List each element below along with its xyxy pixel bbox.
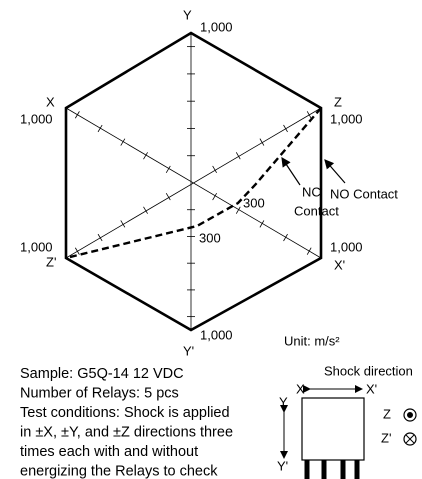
shock-x-prime: X': [366, 381, 377, 396]
axis-name: Z': [46, 254, 56, 269]
nc-label: Contact: [294, 203, 339, 218]
shock-y: Y: [279, 394, 288, 409]
shock-y-prime: Y': [277, 458, 288, 473]
axis-tick: [306, 247, 312, 255]
scale-label: 300: [199, 230, 221, 245]
note-line: energizing the Relays to check: [20, 463, 218, 479]
axis-tick: [165, 193, 171, 201]
axis-tick: [97, 233, 103, 242]
shock-direction-figure: [280, 385, 417, 479]
shock-z: Z: [383, 406, 391, 421]
axis-value: 1,000: [20, 111, 53, 126]
note-line: in ±X, ±Y, and ±Z directions three: [20, 424, 233, 440]
axis-tick: [306, 111, 312, 119]
axis-tick: [259, 220, 265, 228]
shock-title: Shock direction: [324, 363, 413, 378]
axis-value: 1,000: [200, 19, 233, 34]
axis-tick: [283, 233, 288, 242]
unit-label: Unit: m/s²: [284, 333, 340, 348]
axis-name: Z: [334, 94, 342, 109]
axis-tick: [212, 192, 217, 201]
axis-tick: [235, 206, 241, 214]
axis-tick: [74, 111, 80, 119]
nc-leader: [281, 157, 301, 186]
axis-tick: [97, 124, 103, 133]
axis-value: 1,000: [330, 239, 363, 254]
axes: [65, 33, 322, 330]
axis-name: X': [334, 257, 345, 272]
axis-tick: [235, 152, 241, 160]
scale-label: 300: [243, 195, 265, 210]
note-line: Number of Relays: 5 pcs: [20, 385, 179, 401]
axis-value: 1,000: [20, 239, 53, 254]
shock-z-prime: Z': [381, 430, 391, 445]
note-line: Test conditions: Shock is applied: [20, 405, 230, 421]
axis-line: [65, 107, 322, 259]
no-contact-hexagon: [64, 31, 323, 332]
axis-tick: [283, 124, 288, 133]
no-leader: [324, 159, 346, 184]
axis-value: 1,000: [330, 111, 363, 126]
axis-tick: [120, 138, 126, 146]
axis-value: 1,000: [200, 327, 233, 342]
note-line: times each with and without: [20, 444, 198, 460]
shock-x: X: [296, 381, 305, 396]
axis-tick: [143, 152, 148, 160]
nc-label: NC: [302, 184, 321, 199]
axis-tick: [74, 247, 80, 255]
axis-tick: [143, 206, 148, 214]
axis-name: Y: [183, 7, 192, 22]
axis-tick: [165, 165, 171, 173]
axis-tick: [120, 220, 126, 228]
axis-tick: [259, 138, 265, 146]
axis-name: Y': [183, 343, 194, 358]
note-line: Sample: G5Q-14 12 VDC: [20, 366, 184, 382]
no-label: NO Contact: [330, 186, 398, 201]
axis-name: X: [46, 94, 55, 109]
labels: Y1,000Z1,000X'1,000Y'1,000Z'1,000X1,000N…: [20, 7, 413, 479]
axis-tick: [212, 165, 217, 174]
nc-contact-curve: [65, 107, 322, 260]
